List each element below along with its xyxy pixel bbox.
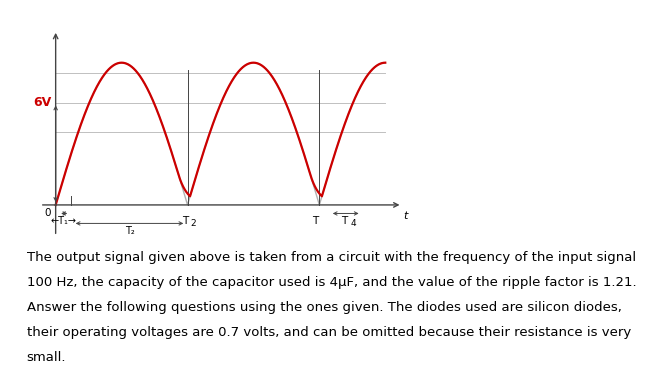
- Text: 100 Hz, the capacity of the capacitor used is 4μF, and the value of the ripple f: 100 Hz, the capacity of the capacitor us…: [27, 276, 636, 289]
- Text: 0: 0: [44, 208, 51, 218]
- Text: The output signal given above is taken from a circuit with the frequency of the : The output signal given above is taken f…: [27, 251, 635, 264]
- Text: T₂: T₂: [125, 226, 134, 236]
- Text: ←T₁→: ←T₁→: [50, 216, 76, 226]
- Text: T: T: [312, 216, 319, 226]
- Text: T: T: [341, 216, 347, 226]
- Text: T: T: [182, 216, 188, 226]
- Text: small.: small.: [27, 351, 66, 363]
- Text: Answer the following questions using the ones given. The diodes used are silicon: Answer the following questions using the…: [27, 301, 622, 314]
- Text: 6V: 6V: [33, 96, 52, 109]
- Text: t: t: [404, 211, 408, 221]
- Text: 2: 2: [190, 219, 196, 228]
- Text: their operating voltages are 0.7 volts, and can be omitted because their resista: their operating voltages are 0.7 volts, …: [27, 326, 631, 339]
- Text: 4: 4: [351, 219, 357, 228]
